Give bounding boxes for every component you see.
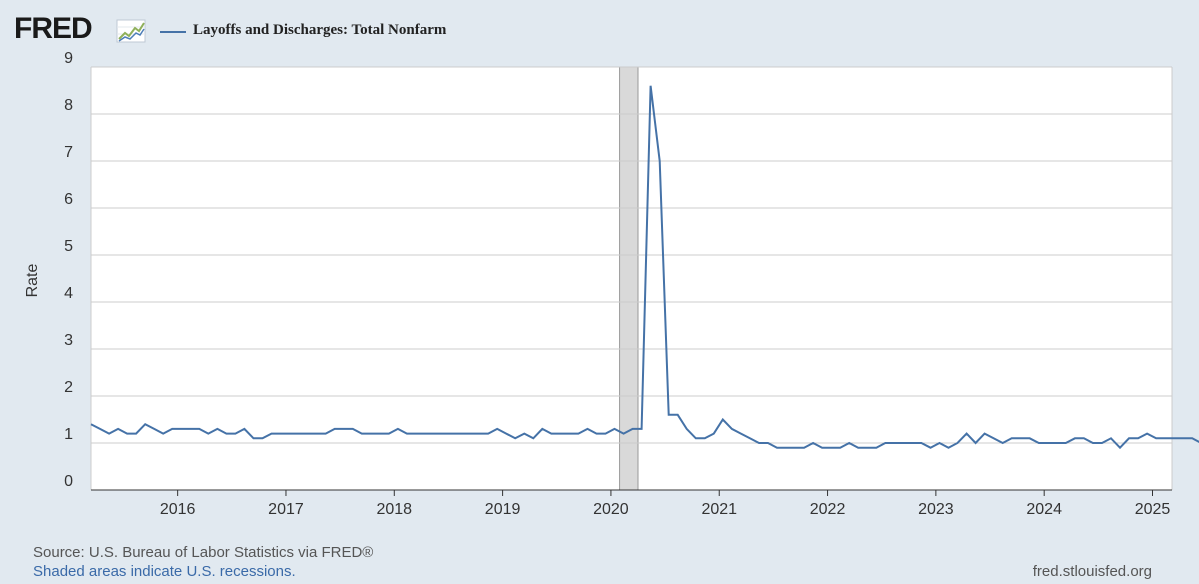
- legend-swatch: [160, 31, 186, 33]
- recession-shading-group: [619, 66, 639, 491]
- y-tick-label: 1: [64, 426, 73, 443]
- gridlines: [90, 66, 1173, 490]
- y-tick-label: 2: [64, 379, 73, 396]
- x-tick-label: 2022: [810, 501, 846, 518]
- source-note: Source: U.S. Bureau of Labor Statistics …: [33, 544, 374, 561]
- y-tick-label: 6: [64, 191, 73, 208]
- series-line-layoffs-discharges[interactable]: [90, 85, 1199, 450]
- x-tick-label: 2024: [1026, 501, 1062, 518]
- y-axis-label: Rate: [24, 264, 41, 298]
- chart-header: FRED Layoffs and Discharges: Total Nonfa…: [0, 0, 1199, 60]
- y-tick-label: 8: [64, 97, 73, 114]
- x-tick-label: 2021: [701, 501, 737, 518]
- x-tick-label: 2016: [160, 501, 196, 518]
- y-tick-label: 7: [64, 144, 73, 161]
- x-axis-ticks: 2016 2017 2018 2019 2020 2021 2022 2023 2024 2025: [160, 490, 1171, 518]
- recession-note[interactable]: Shaded areas indicate U.S. recessions.: [33, 563, 296, 580]
- x-tick-label: 2018: [376, 501, 412, 518]
- y-tick-label: 9: [64, 50, 73, 67]
- x-tick-label: 2019: [485, 501, 521, 518]
- y-tick-label: 0: [64, 473, 73, 490]
- fred-logo-graph-icon: [116, 19, 146, 43]
- x-tick-label: 2025: [1135, 501, 1171, 518]
- y-tick-label: 4: [64, 285, 73, 302]
- site-url[interactable]: fred.stlouisfed.org: [1032, 563, 1152, 580]
- x-tick-label: 2017: [268, 501, 304, 518]
- legend-series-label[interactable]: Layoffs and Discharges: Total Nonfarm: [193, 22, 447, 38]
- recession-band: [619, 66, 639, 491]
- y-tick-label: 3: [64, 332, 73, 349]
- x-tick-label: 2023: [918, 501, 954, 518]
- fred-logo[interactable]: FRED: [14, 12, 93, 45]
- y-tick-label: 5: [64, 238, 73, 255]
- x-tick-label: 2020: [593, 501, 629, 518]
- y-axis-ticks: 0 1 2 3 4 5 6 7 8 9: [64, 50, 73, 490]
